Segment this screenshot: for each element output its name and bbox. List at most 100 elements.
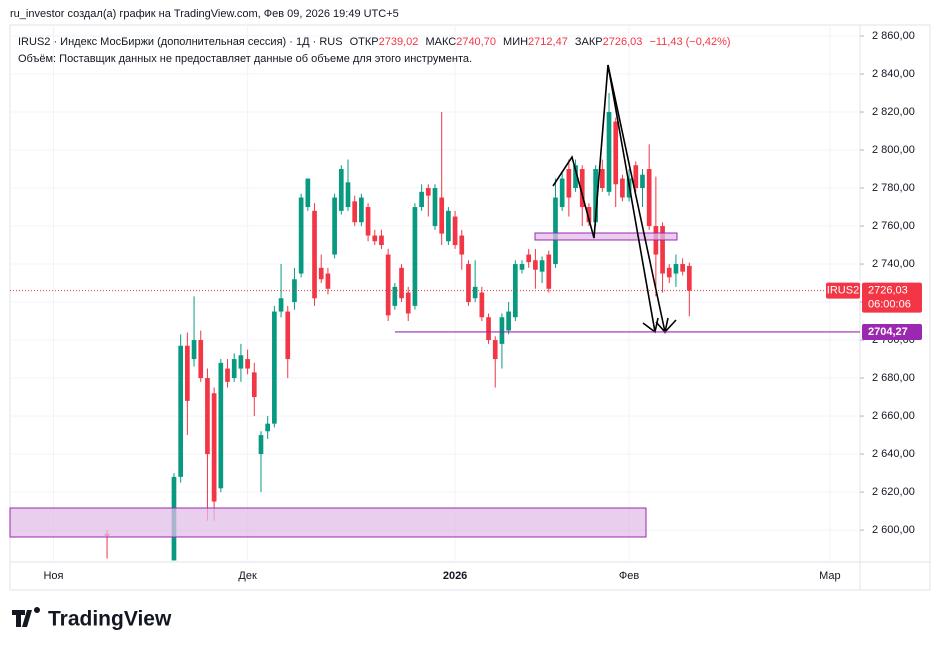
zone-box [534,232,678,241]
candle-body [379,235,384,246]
candle-body [673,264,679,274]
candle-body [492,340,498,360]
frame [9,24,931,591]
zone-box [9,507,647,538]
candle-body [686,265,692,291]
candle-body [178,345,184,477]
candle-body [265,423,271,432]
price-tag-text: 2726,03 [868,284,908,296]
y-tick-label: 2 780,00 [872,182,915,194]
volume-note: Объём: Поставщик данных не предоставляет… [18,53,472,65]
candle-body [372,235,378,242]
candle-body [399,267,404,299]
candle-body [345,182,351,208]
candle-body [292,279,297,303]
candle-body [272,311,277,424]
candle-body [472,286,478,299]
candle-body [285,311,291,360]
candle-body [258,435,264,455]
candle-body [425,188,431,196]
legend-key: ОТКР [350,36,379,48]
symbol-tag-text: IRUS2 [827,284,859,296]
legend-value: 2739,02 [379,36,419,48]
candle-body [553,197,558,265]
candle-body [191,340,197,360]
candle-body [593,169,598,223]
y-tick-label: 2 800,00 [872,144,915,156]
x-tick-label: 2026 [443,570,467,582]
y-tick-label: 2 820,00 [872,106,915,118]
candle-body [613,121,619,185]
legend-value: 2740,70 [456,36,496,48]
candle-body [446,210,451,242]
y-tick-label: 2 680,00 [872,372,915,384]
legend-symbol: IRUS2 · Индекс МосБиржи (дополнительная … [18,36,343,48]
candle-body [459,235,465,255]
y-tick-label: 2 620,00 [872,486,915,498]
candle-body [318,267,324,280]
candle-body [231,359,237,379]
candle-body [251,372,257,398]
y-tick-label: 2 840,00 [872,68,915,80]
candle-body [486,317,491,341]
candle-body [338,169,344,211]
level-tag-text: 2704,27 [868,326,908,338]
y-tick-label: 2 640,00 [872,448,915,460]
y-tick-label: 2 860,00 [872,30,915,42]
candle-body [579,169,585,208]
legend-value: 2712,47 [528,36,568,48]
drawn-path [552,64,656,333]
candle-body [185,345,190,401]
caption: ru_investor создал(а) график на TradingV… [10,8,399,20]
candle-body [499,317,505,344]
candle-body [620,178,625,198]
candle-body [566,169,572,198]
candle-body [365,207,371,236]
candle-body [278,298,284,312]
y-tick-label: 2 740,00 [872,258,915,270]
candle-body [245,359,250,369]
candle-body [546,254,552,289]
legend-key: МИН [503,36,528,48]
x-tick-label: Мар [819,570,841,582]
candle-body [466,264,471,303]
candle-body [211,393,217,502]
candle-body [633,165,639,189]
price-tag-timer: 06:00:06 [868,298,911,310]
candle-body [533,260,538,270]
x-tick-label: Фев [619,570,639,582]
candle-body [680,264,685,272]
candle-body [559,178,565,208]
legend-line: IRUS2 · Индекс МосБиржи (дополнительная … [18,36,731,48]
arrow-head [642,317,659,334]
candle-body [225,368,230,382]
y-tick-label: 2 760,00 [872,220,915,232]
candle-body [412,207,418,306]
candle-body [506,311,511,331]
candle-body [439,197,445,234]
candle-body [419,191,424,208]
candle-body [539,260,545,272]
y-tick-label: 2 600,00 [872,524,915,536]
logo: TradingView [12,607,172,631]
candle-body [666,267,672,278]
candle-body [325,273,331,289]
level-tag [862,323,922,340]
candle-body [312,210,317,299]
candle-body [218,362,224,489]
y-tick-label: 2 660,00 [872,410,915,422]
candle-body [573,165,578,189]
candle-body [432,188,438,227]
candle-body [660,226,665,274]
legend-change: −11,43 (−0,42%) [649,36,730,48]
candle-body [599,169,605,189]
candle-body [640,174,645,189]
candle-body [352,201,358,223]
candle-body [305,178,311,208]
candle-body [586,207,592,223]
candle-body [392,286,398,306]
candle-body [512,264,518,318]
x-tick-label: Дек [238,570,257,582]
candle-body [298,197,304,274]
candle-body [198,340,204,379]
